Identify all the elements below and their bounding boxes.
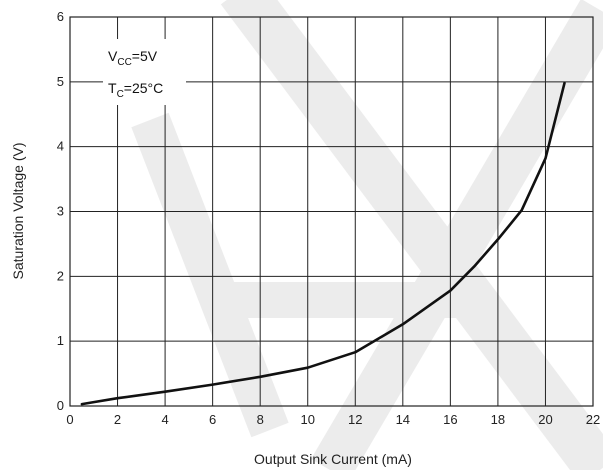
y-tick-label: 2	[57, 268, 64, 283]
x-tick-label: 12	[348, 412, 362, 427]
y-axis-label: Saturation Voltage (V)	[10, 143, 26, 280]
y-tick-label: 3	[57, 204, 64, 219]
x-tick-label: 22	[586, 412, 600, 427]
y-tick-label: 6	[57, 9, 64, 24]
plot-frame	[69, 16, 594, 407]
x-tick-label: 4	[161, 412, 168, 427]
watermark-stroke	[220, 0, 603, 470]
watermark-stroke	[311, 0, 603, 470]
y-tick-label: 4	[57, 139, 64, 154]
x-tick-label: 18	[491, 412, 505, 427]
x-tick-label: 6	[209, 412, 216, 427]
y-tick-label: 0	[57, 398, 64, 413]
x-tick-label: 20	[538, 412, 552, 427]
x-tick-label: 2	[114, 412, 121, 427]
annotation-background	[103, 39, 186, 105]
annotation-vcc: VCC=5V	[108, 48, 158, 68]
x-tick-label: 0	[66, 412, 73, 427]
annotation-tc: TC=25°C	[108, 80, 163, 100]
x-tick-label: 8	[257, 412, 264, 427]
y-tick-label: 5	[57, 74, 64, 89]
watermark	[131, 0, 603, 470]
y-tick-label: 1	[57, 333, 64, 348]
x-tick-label: 16	[443, 412, 457, 427]
x-tick-label: 14	[396, 412, 410, 427]
series-line	[80, 81, 566, 406]
x-axis-label: Output Sink Current (mA)	[254, 451, 412, 467]
watermark-stroke	[131, 112, 289, 438]
y-tick-labels: 0 1 2 3 4 5 6	[57, 9, 64, 413]
x-tick-labels: 0 2 4 6 8 10 12 14 16 18 20 22	[66, 412, 600, 427]
x-tick-label: 10	[300, 412, 314, 427]
